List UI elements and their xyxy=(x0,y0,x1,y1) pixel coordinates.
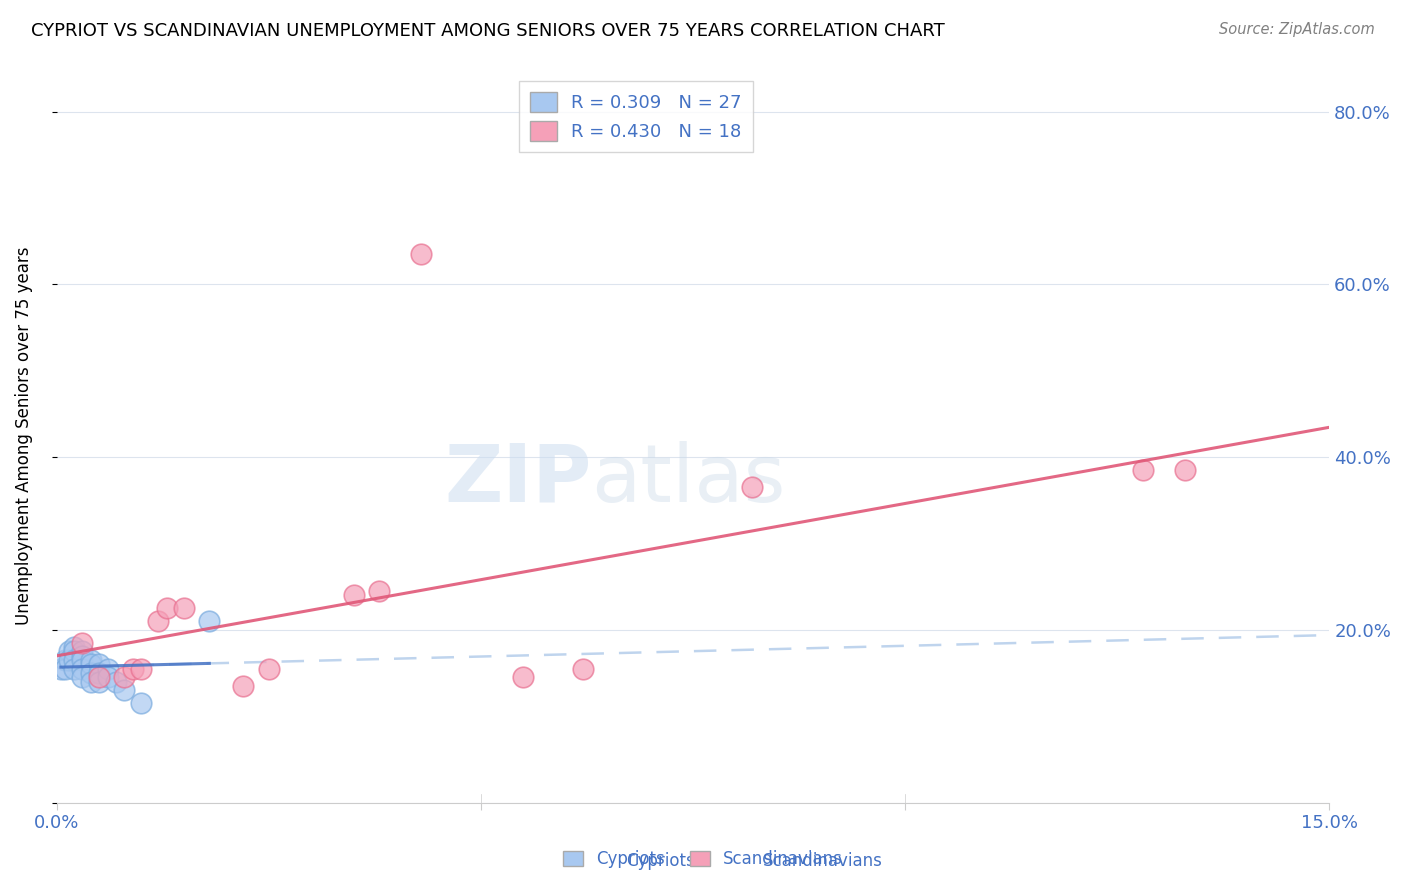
Point xyxy=(156,601,179,615)
Point xyxy=(49,662,72,676)
Point xyxy=(79,653,101,667)
Text: Cypriots: Cypriots xyxy=(627,852,695,870)
Point xyxy=(131,696,153,710)
Point xyxy=(70,653,93,667)
Point xyxy=(368,584,391,599)
Point xyxy=(173,601,195,615)
Point xyxy=(198,614,221,628)
Text: atlas: atlas xyxy=(591,441,786,518)
Legend: R = 0.309   N = 27, R = 0.430   N = 18: R = 0.309 N = 27, R = 0.430 N = 18 xyxy=(519,81,752,152)
Point xyxy=(70,662,93,676)
Point xyxy=(58,644,80,658)
Point xyxy=(62,653,84,667)
Point xyxy=(87,670,110,684)
Point xyxy=(70,648,93,663)
Point xyxy=(62,640,84,654)
Point xyxy=(342,588,364,602)
Point xyxy=(1132,463,1154,477)
Point xyxy=(105,674,128,689)
Text: Scandinavians: Scandinavians xyxy=(762,852,883,870)
Point xyxy=(411,247,433,261)
Point xyxy=(512,670,534,684)
Point xyxy=(70,670,93,684)
Point xyxy=(79,657,101,672)
Point xyxy=(114,683,136,698)
Point xyxy=(58,653,80,667)
Point xyxy=(79,666,101,681)
Point xyxy=(1174,463,1197,477)
Point xyxy=(571,662,593,676)
Legend: Cypriots, Scandinavians: Cypriots, Scandinavians xyxy=(557,844,849,875)
Point xyxy=(87,657,110,672)
Point xyxy=(122,662,145,676)
Point xyxy=(53,662,76,676)
Point xyxy=(79,674,101,689)
Text: ZIP: ZIP xyxy=(444,441,591,518)
Point xyxy=(53,653,76,667)
Point xyxy=(96,670,118,684)
Point xyxy=(62,644,84,658)
Point xyxy=(87,674,110,689)
Y-axis label: Unemployment Among Seniors over 75 years: Unemployment Among Seniors over 75 years xyxy=(15,246,32,624)
Point xyxy=(70,636,93,650)
Text: CYPRIOT VS SCANDINAVIAN UNEMPLOYMENT AMONG SENIORS OVER 75 YEARS CORRELATION CHA: CYPRIOT VS SCANDINAVIAN UNEMPLOYMENT AMO… xyxy=(31,22,945,40)
Point xyxy=(232,679,254,693)
Point xyxy=(70,644,93,658)
Point xyxy=(257,662,280,676)
Point xyxy=(148,614,170,628)
Point xyxy=(741,480,763,494)
Point xyxy=(96,662,118,676)
Text: Source: ZipAtlas.com: Source: ZipAtlas.com xyxy=(1219,22,1375,37)
Point xyxy=(62,662,84,676)
Point xyxy=(114,670,136,684)
Point xyxy=(131,662,153,676)
Point xyxy=(87,666,110,681)
